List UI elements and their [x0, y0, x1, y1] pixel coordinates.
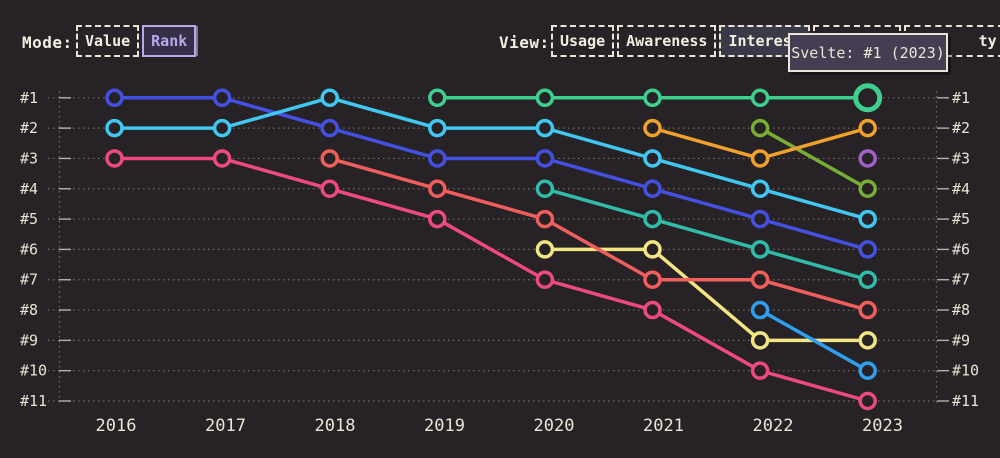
rank-label-left-11: #11: [20, 392, 47, 410]
data-point-green-series-2021[interactable]: [643, 88, 662, 108]
data-point-royal-blue-series-2020[interactable]: [535, 149, 555, 168]
rank-label-right-11: #11: [952, 392, 979, 410]
data-point-pink-series-2022[interactable]: [750, 361, 770, 380]
data-point-pink-series-2019[interactable]: [428, 209, 447, 229]
rank-label-right-8: #8: [952, 301, 970, 319]
year-label-2023: 2023: [862, 416, 903, 436]
series-line-salmon-series: [327, 156, 870, 312]
year-label-2020: 2020: [534, 416, 575, 436]
data-point-yellow-series-2020[interactable]: [535, 240, 555, 259]
data-point-pink-series-2023[interactable]: [858, 391, 877, 411]
rank-label-right-4: #4: [952, 180, 970, 198]
data-point-green-series-2023[interactable]: [853, 83, 883, 113]
view-button-usage[interactable]: Usage: [551, 25, 615, 57]
data-point-cyan-series-2019[interactable]: [428, 118, 447, 138]
data-point-royal-blue-series-2022[interactable]: [750, 209, 770, 229]
data-point-salmon-series-2021[interactable]: [643, 270, 662, 289]
rank-label-left-9: #9: [20, 331, 38, 349]
rank-label-left-2: #2: [20, 119, 38, 137]
data-point-yellow-series-2021[interactable]: [643, 240, 662, 259]
data-point-cyan-series-2018[interactable]: [320, 88, 339, 108]
mode-button-value[interactable]: Value: [76, 25, 140, 57]
rank-label-left-3: #3: [20, 149, 38, 167]
data-point-cyan-series-2020[interactable]: [535, 118, 555, 138]
view-button-awareness[interactable]: Awareness: [617, 25, 717, 57]
data-point-green-series-2020[interactable]: [535, 88, 555, 108]
data-point-salmon-series-2023[interactable]: [858, 300, 877, 320]
view-label: View:: [499, 33, 550, 52]
series-line-pink-series: [112, 156, 870, 403]
data-point-salmon-series-2019[interactable]: [428, 179, 447, 199]
data-point-royal-blue-series-2018[interactable]: [320, 118, 339, 138]
data-point-cyan-series-2023[interactable]: [858, 209, 877, 229]
data-point-pink-series-2018[interactable]: [320, 179, 339, 199]
data-point-green-series-2022[interactable]: [750, 88, 770, 108]
data-point-olive-green-series-2023[interactable]: [858, 179, 877, 199]
year-label-2018: 2018: [315, 416, 356, 436]
data-point-royal-blue-series-2019[interactable]: [428, 149, 447, 168]
rank-label-right-10: #10: [952, 362, 979, 380]
data-point-green-series-2019[interactable]: [428, 88, 447, 108]
data-point-cyan-series-2021[interactable]: [643, 149, 662, 168]
rank-label-right-1: #1: [952, 89, 970, 107]
data-point-purple-series-2023[interactable]: [858, 149, 877, 168]
data-point-cyan-series-2017[interactable]: [212, 118, 232, 138]
series-line-light-blue-series: [758, 308, 870, 373]
data-point-light-blue-series-2023[interactable]: [858, 361, 877, 380]
data-point-salmon-series-2020[interactable]: [535, 209, 555, 229]
series-line-olive-green-series: [758, 126, 870, 191]
view-button-group: Usage Awareness Interest ty: [551, 25, 1000, 57]
data-point-olive-green-series-2022[interactable]: [750, 118, 770, 138]
data-point-orange-series-2022[interactable]: [750, 149, 770, 168]
rank-label-left-8: #8: [20, 301, 38, 319]
rank-label-left-1: #1: [20, 89, 38, 107]
data-point-pink-series-2016[interactable]: [105, 149, 124, 168]
data-point-orange-series-2023[interactable]: [858, 118, 877, 138]
series-line-cyan-series: [112, 96, 870, 221]
year-label-2017: 2017: [205, 416, 246, 436]
data-point-royal-blue-series-2016[interactable]: [105, 88, 124, 108]
data-point-teal-series-2020[interactable]: [535, 179, 555, 199]
rank-label-right-7: #7: [952, 271, 970, 289]
year-label-2021: 2021: [643, 416, 684, 436]
chart-tooltip: Svelte: #1 (2023): [788, 33, 948, 72]
data-point-pink-series-2021[interactable]: [643, 300, 662, 320]
mode-button-rank[interactable]: Rank: [142, 25, 197, 57]
series-line-royal-blue-series: [112, 96, 870, 252]
rank-label-right-3: #3: [952, 149, 970, 167]
year-label-2019: 2019: [424, 416, 465, 436]
data-point-royal-blue-series-2017[interactable]: [212, 88, 232, 108]
rank-label-left-10: #10: [20, 362, 47, 380]
data-point-salmon-series-2022[interactable]: [750, 270, 770, 289]
rank-label-left-7: #7: [20, 271, 38, 289]
rank-label-right-6: #6: [952, 240, 970, 258]
data-point-teal-series-2023[interactable]: [858, 270, 877, 289]
rank-label-left-5: #5: [20, 210, 38, 228]
rank-label-left-4: #4: [20, 180, 38, 198]
data-point-teal-series-2021[interactable]: [643, 209, 662, 229]
data-point-pink-series-2017[interactable]: [212, 149, 232, 168]
mode-label: Mode:: [22, 33, 73, 52]
rank-label-right-2: #2: [952, 119, 970, 137]
data-point-pink-series-2020[interactable]: [535, 270, 555, 289]
data-point-salmon-series-2018[interactable]: [320, 149, 339, 168]
year-label-2022: 2022: [753, 416, 794, 436]
data-point-cyan-series-2022[interactable]: [750, 179, 770, 199]
data-point-royal-blue-series-2021[interactable]: [643, 179, 662, 199]
data-point-royal-blue-series-2023[interactable]: [858, 240, 877, 259]
rank-label-right-9: #9: [952, 331, 970, 349]
data-point-yellow-series-2023[interactable]: [858, 331, 877, 350]
year-label-2016: 2016: [96, 416, 137, 436]
mode-button-group: Value Rank: [76, 25, 197, 57]
rank-label-right-5: #5: [952, 210, 970, 228]
data-point-orange-series-2021[interactable]: [643, 118, 662, 138]
rank-label-left-6: #6: [20, 240, 38, 258]
data-point-cyan-series-2016[interactable]: [105, 118, 124, 138]
series-line-teal-series: [543, 187, 870, 282]
data-point-light-blue-series-2022[interactable]: [750, 300, 770, 320]
data-point-teal-series-2022[interactable]: [750, 240, 770, 259]
data-point-yellow-series-2022[interactable]: [750, 331, 770, 350]
